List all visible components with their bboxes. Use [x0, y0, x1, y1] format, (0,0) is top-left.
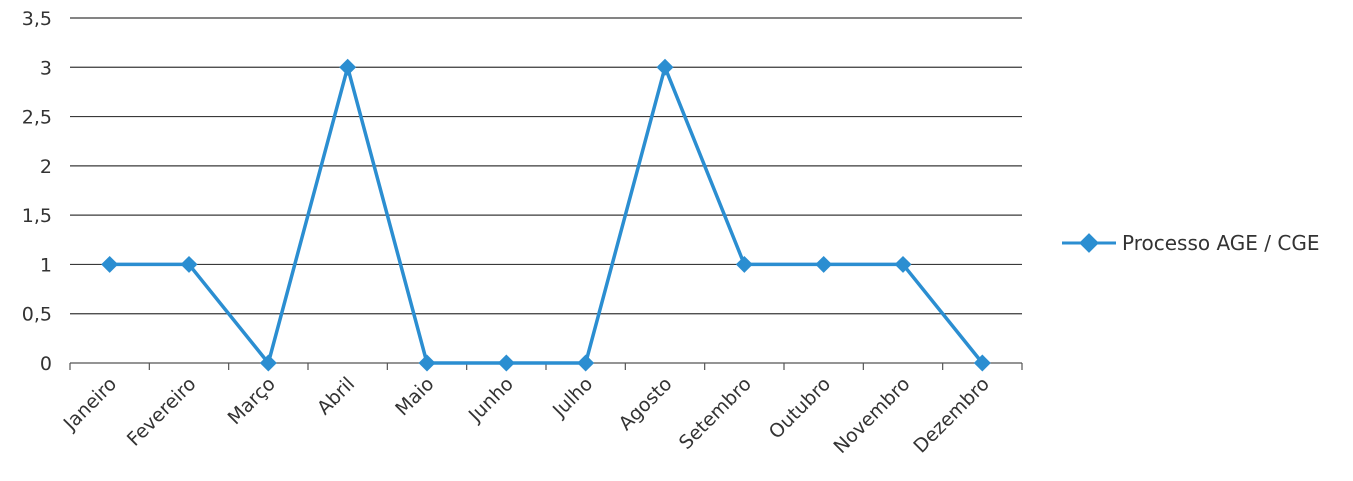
x-tick-label: Junho — [464, 373, 518, 427]
legend-entry-label: Processo AGE / CGE — [1122, 231, 1319, 255]
y-tick-label: 1,5 — [22, 205, 52, 227]
x-tick-label: Dezembro — [909, 373, 994, 458]
x-axis-tick-labels: Janeiro Fevereiro Março Abril Maio Junho Julho… — [59, 373, 994, 458]
y-tick-label: 2,5 — [22, 107, 52, 129]
legend: Processo AGE / CGE — [1062, 231, 1319, 255]
x-tick-label: Outubro — [765, 373, 835, 443]
series-group — [101, 58, 991, 372]
y-tick-label: 0,5 — [22, 304, 52, 326]
y-tick-label: 1 — [40, 254, 52, 276]
x-tick-label: Março — [224, 373, 280, 429]
y-axis-tick-labels: 0 0,5 1 1,5 2 2,5 3 3,5 — [22, 8, 52, 375]
data-point-marker — [656, 58, 674, 76]
series-line — [109, 65, 984, 365]
data-point-marker — [339, 58, 357, 76]
x-tick-label: Agosto — [615, 373, 677, 435]
x-tick-label: Julho — [548, 373, 597, 422]
data-point-marker — [101, 255, 119, 273]
data-point-marker — [815, 255, 833, 273]
y-tick-label: 3,5 — [22, 8, 52, 30]
data-point-marker — [735, 255, 753, 273]
data-point-marker — [973, 354, 991, 372]
data-point-marker — [180, 255, 198, 273]
data-point-marker — [577, 354, 595, 372]
legend-marker-swatch — [1079, 233, 1099, 253]
x-tick-label: Setembro — [675, 373, 756, 454]
gridlines — [70, 17, 1022, 315]
x-tick-label: Maio — [391, 373, 438, 420]
data-point-marker — [497, 354, 515, 372]
x-tick-label: Abril — [313, 373, 359, 419]
x-tick-label: Janeiro — [59, 373, 121, 435]
x-tick-label: Fevereiro — [123, 373, 201, 451]
data-point-marker — [259, 354, 277, 372]
data-point-marker — [418, 354, 436, 372]
x-tick-label: Novembro — [829, 373, 914, 458]
y-tick-label: 3 — [40, 57, 52, 79]
y-tick-label: 2 — [40, 156, 52, 178]
y-tick-label: 0 — [40, 353, 52, 375]
data-point-marker — [894, 255, 912, 273]
